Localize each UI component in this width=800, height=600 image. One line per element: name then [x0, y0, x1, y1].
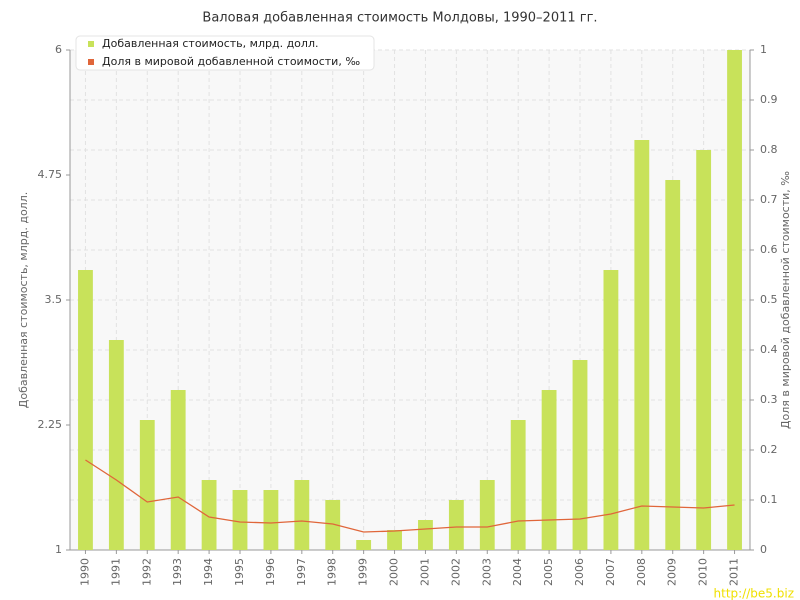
legend-text: Добавленная стоимость, млрд. долл. — [102, 37, 318, 50]
y2-tick-label: 1 — [760, 43, 767, 56]
x-tick-label: 2009 — [666, 558, 679, 586]
bar — [603, 270, 619, 550]
bar — [78, 270, 93, 550]
bar — [727, 50, 742, 550]
legend: Добавленная стоимость, млрд. долл. Доля в… — [75, 35, 375, 71]
legend-swatch — [88, 41, 94, 47]
bar — [294, 480, 310, 550]
x-tick-label: 1993 — [171, 558, 184, 586]
bar — [634, 140, 650, 550]
bar — [356, 540, 372, 550]
line — [85, 459, 735, 533]
y2-tick-label: 0.2 — [760, 443, 778, 456]
bar — [139, 420, 155, 550]
x-tick-label: 1990 — [78, 558, 91, 586]
bar — [232, 490, 248, 550]
x-tick-label: 1998 — [326, 558, 339, 586]
y2-tick-label: 0.8 — [760, 143, 778, 156]
bar — [325, 500, 341, 550]
bar — [263, 490, 279, 550]
bar — [201, 480, 217, 550]
y2-tick-label: 0.4 — [760, 343, 778, 356]
x-tick-label: 2004 — [511, 558, 524, 586]
bar — [541, 390, 557, 550]
bar — [510, 420, 526, 550]
x-tick-label: 1994 — [202, 558, 215, 586]
x-tick-label: 2001 — [418, 558, 431, 586]
bar — [479, 480, 495, 550]
y-tick-label: 3.5 — [45, 293, 63, 306]
x-tick-label: 2011 — [728, 558, 741, 586]
chart-title: Валовая добавленная стоимость Молдовы, 1… — [202, 11, 597, 26]
y2-axis-label: Доля в мировой добавленной стоимости, ‰ — [779, 171, 792, 429]
legend-box — [75, 35, 375, 71]
y-tick-label: 6 — [55, 43, 62, 56]
y2-tick-label: 0.1 — [760, 493, 778, 506]
bar — [170, 390, 186, 550]
x-tick-label: 1995 — [233, 558, 246, 586]
x-tick-label: 2007 — [604, 558, 617, 586]
y2-tick-label: 0.3 — [760, 393, 778, 406]
x-tick-label: 2006 — [573, 558, 586, 586]
y-tick-label: 1 — [55, 543, 62, 556]
x-tick-label: 1991 — [109, 558, 122, 586]
x-tick-label: 1996 — [264, 558, 277, 586]
bar — [665, 180, 681, 550]
y2-tick-label: 0.9 — [760, 93, 778, 106]
bar — [572, 360, 588, 550]
x-tick-label: 1999 — [357, 558, 370, 586]
x-tick-label: 1992 — [140, 558, 153, 586]
x-tick-label: 1997 — [295, 558, 308, 586]
x-tick-label: 2003 — [480, 558, 493, 586]
legend-swatch — [88, 59, 94, 65]
watermark: http://be5.biz — [714, 587, 794, 600]
bar — [387, 530, 402, 550]
y-tick-label: 4.75 — [38, 168, 63, 181]
y2-tick-label: 0.6 — [760, 243, 778, 256]
x-tick-label: 2000 — [388, 558, 401, 586]
y2-tick-label: 0.7 — [760, 193, 778, 206]
bar — [418, 520, 433, 550]
y-axis-label: Добавленная стоимость, млрд. долл. — [17, 192, 30, 408]
x-tick-label: 2010 — [697, 558, 710, 586]
x-tick-label: 2008 — [635, 558, 648, 586]
x-tick-label: 2002 — [449, 558, 462, 586]
y2-tick-label: 0.5 — [760, 293, 778, 306]
y2-tick-label: 0 — [760, 543, 767, 556]
bar — [108, 340, 124, 550]
legend-text: Доля в мировой добавленной стоимости, ‰ — [102, 55, 360, 68]
y-tick-label: 2.25 — [38, 418, 63, 431]
bar — [448, 500, 464, 550]
bar — [696, 150, 712, 550]
x-tick-label: 2005 — [542, 558, 555, 586]
